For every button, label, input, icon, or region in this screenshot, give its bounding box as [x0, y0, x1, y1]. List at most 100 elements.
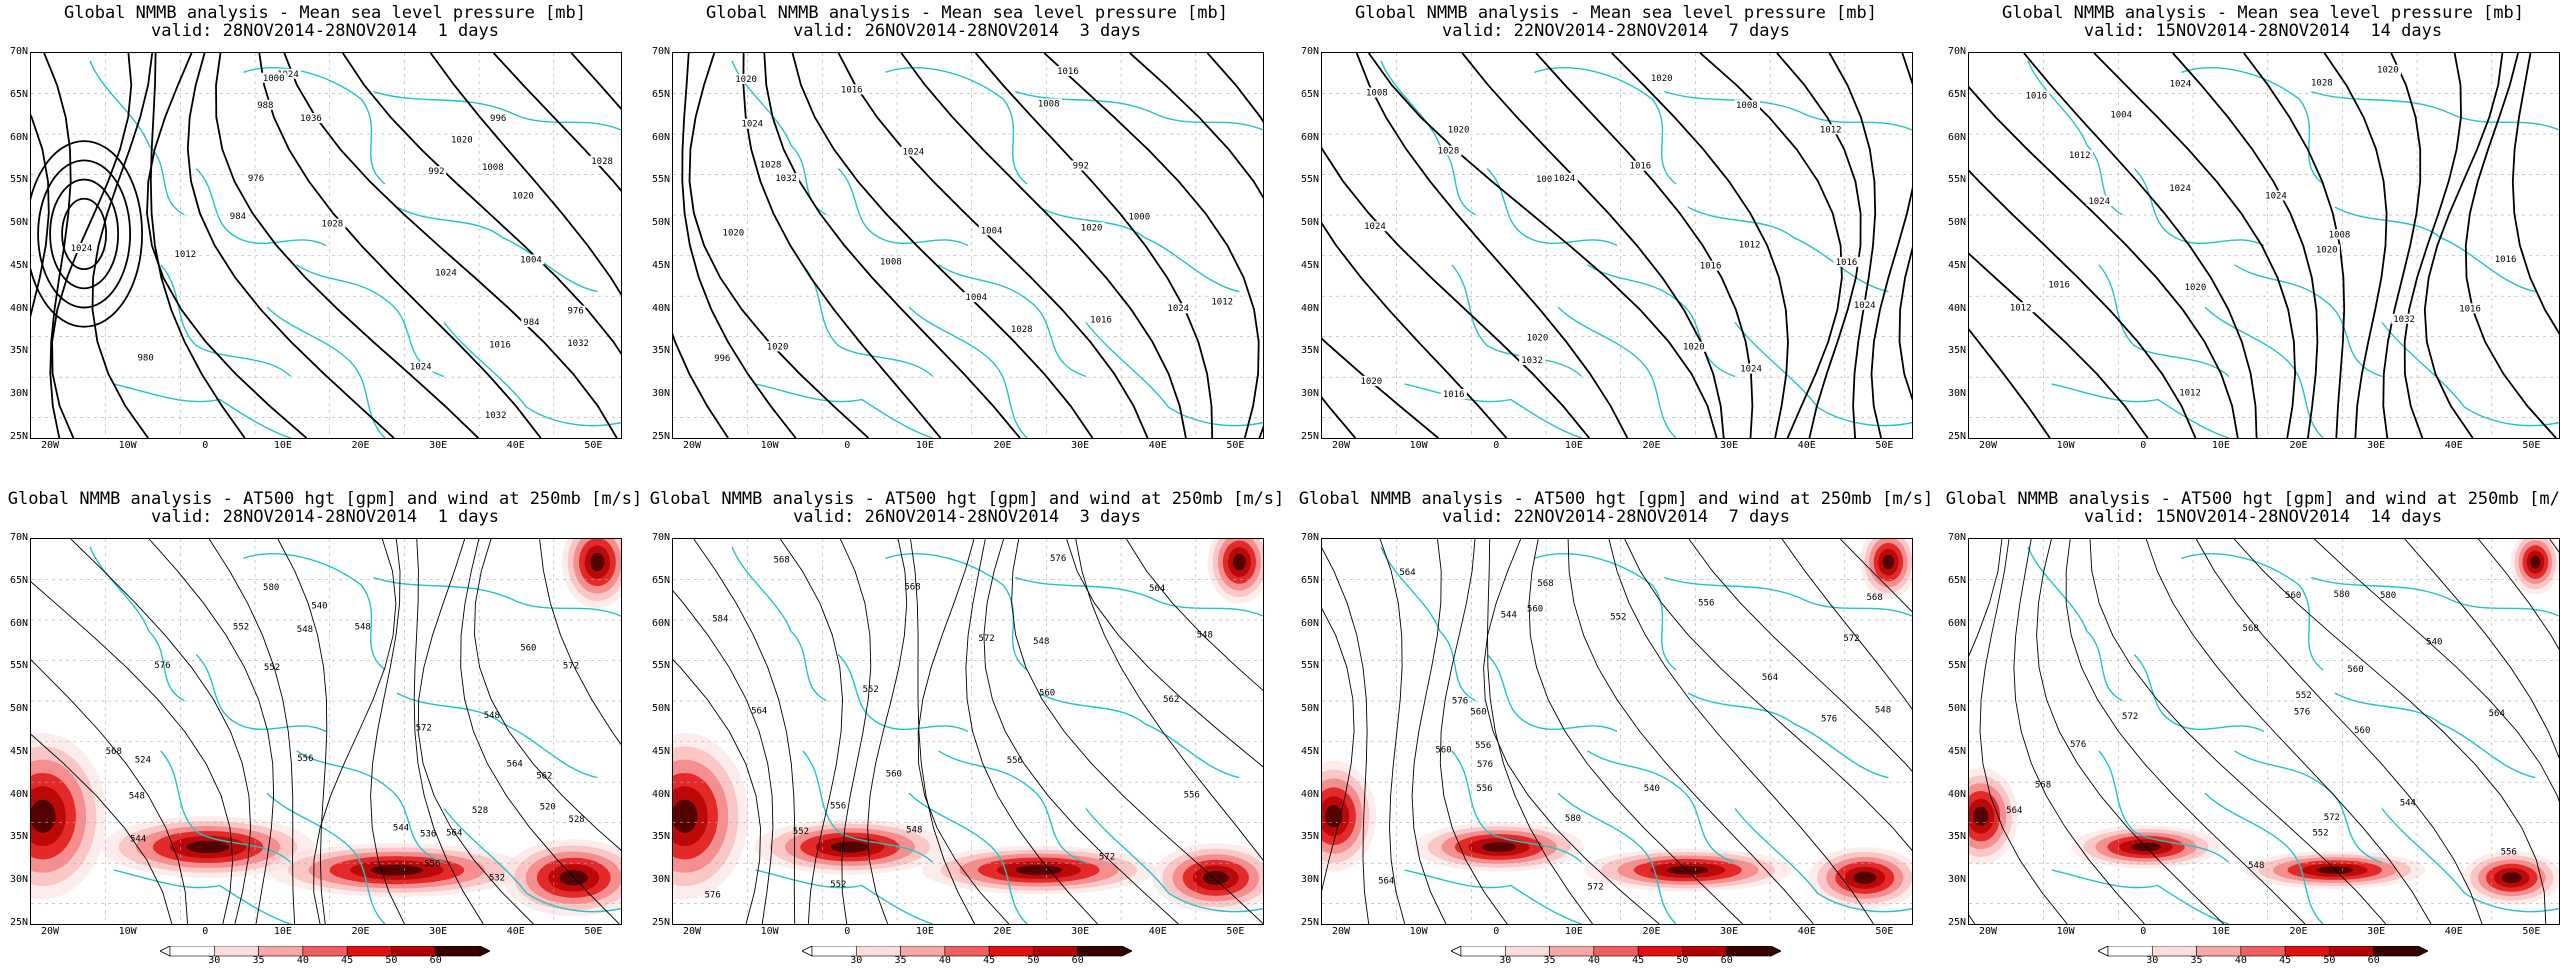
- map-panel-8: Global NMMB analysis - AT500 hgt [gpm] a…: [1938, 486, 2560, 966]
- contour-labels: 560 564 568 572 576 580 540 544 548 552 556 560 564 5…: [2006, 590, 2517, 871]
- contour-label: 1004: [2110, 111, 2132, 121]
- longitude-label: 30E: [2367, 440, 2386, 451]
- contour-label: 1020: [1081, 223, 1103, 233]
- contour-label: 572: [563, 661, 579, 671]
- latitude-label: 30N: [1300, 874, 1319, 886]
- panel-title: Global NMMB analysis - AT500 hgt [gpm] a…: [1945, 489, 2560, 509]
- map-plot-area: 1020 1024 1028 1032 1020 1024 1028 1004 1008 1012…: [672, 52, 1264, 439]
- contour-label: 1012: [1211, 297, 1233, 307]
- contour-label: 572: [1843, 634, 1859, 644]
- latitude-label: 30N: [1300, 388, 1319, 400]
- longitude-label: 10W: [118, 926, 137, 937]
- longitude-label: 50E: [1226, 926, 1245, 937]
- longitude-label: 40E: [506, 440, 525, 451]
- contour-label: 1028: [1011, 325, 1033, 335]
- map-plot-area: 1024 1024 1028 1032 1036 1032 1028 984 980 976 976…: [30, 52, 622, 439]
- panel-subtitle: valid: 15NOV2014-28NOV2014 14 days: [2083, 507, 2443, 527]
- contour-label: 562: [536, 772, 552, 782]
- latitude-label: 65N: [1300, 574, 1319, 586]
- longitude-label: 10E: [2211, 926, 2230, 937]
- longitude-label: 40E: [506, 926, 525, 937]
- contour-label: 980: [137, 354, 153, 364]
- contour-label: 532: [489, 874, 505, 884]
- coastlines: [89, 60, 621, 438]
- latitude-label: 40N: [9, 788, 28, 800]
- longitude-label: 20W: [1331, 440, 1351, 451]
- contour-label: 1016: [1836, 258, 1858, 268]
- latitude-label: 35N: [1947, 345, 1966, 357]
- contour-label: 572: [416, 724, 432, 734]
- contour-label: 540: [1644, 784, 1660, 794]
- longitude-label: 40E: [2444, 440, 2463, 451]
- latitude-label: 40N: [651, 788, 670, 800]
- contour-label: 1016: [841, 85, 863, 95]
- longitude-label: 20W: [682, 926, 702, 937]
- contour-label: 1016: [489, 341, 511, 351]
- latitude-label: 70N: [9, 46, 28, 57]
- contour-label: 1004: [1536, 175, 1558, 185]
- latitude-label: 25N: [1300, 917, 1319, 928]
- latitude-label: 50N: [651, 217, 670, 229]
- panel-title: Global NMMB analysis - Mean sea level pr…: [706, 3, 1228, 23]
- wind-speed-band: [2501, 872, 2522, 884]
- contour-label: 548: [2248, 861, 2264, 871]
- contour-label: 1032: [2393, 315, 2415, 325]
- contour-label: 576: [2070, 740, 2086, 750]
- contour-label: 1032: [775, 174, 797, 184]
- latitude-label: 25N: [1947, 917, 1966, 928]
- contour-label: 544: [2400, 798, 2416, 808]
- panel-subtitle: valid: 28NOV2014-28NOV2014 1 days: [151, 21, 499, 41]
- longitude-label: 0: [2140, 926, 2147, 937]
- latitude-label: 55N: [1300, 660, 1319, 672]
- contour-label: 576: [1821, 714, 1837, 724]
- wind-speed-band: [1882, 554, 1895, 570]
- latitude-label: 70N: [651, 46, 670, 57]
- contour-label: 1020: [1683, 343, 1705, 353]
- contour-label: 544: [1501, 610, 1517, 620]
- contour-label: 1004: [981, 226, 1003, 236]
- contour-label: 548: [129, 791, 145, 801]
- latitude-label: 55N: [9, 660, 28, 672]
- latitude-label: 65N: [651, 574, 670, 586]
- latitude-label: 35N: [9, 831, 28, 843]
- contour-label: 584: [712, 615, 728, 625]
- latitude-label: 50N: [1300, 217, 1319, 229]
- longitude-label: 40E: [1148, 926, 1167, 937]
- coastlines: [1380, 546, 1912, 924]
- contour-label: 1012: [2069, 151, 2091, 161]
- map-panel-7: Global NMMB analysis - AT500 hgt [gpm] a…: [1291, 486, 1941, 967]
- longitude-label: 20W: [1331, 926, 1351, 937]
- contour-label: 996: [490, 114, 506, 124]
- contour-label: 1024: [435, 269, 457, 279]
- latitude-label: 45N: [651, 259, 670, 271]
- contour-label: 560: [520, 644, 536, 654]
- latitude-label: 45N: [651, 745, 670, 757]
- contour-label: 580: [2334, 590, 2350, 600]
- longitude-label: 0: [844, 440, 851, 451]
- contour-label: 1016: [1057, 67, 1079, 77]
- panel-title: Global NMMB analysis - Mean sea level pr…: [64, 3, 586, 23]
- contour-label: 528: [568, 815, 584, 825]
- contour-label: 572: [1587, 882, 1603, 892]
- contour-label: 568: [106, 747, 122, 757]
- contour-label: 1024: [1554, 174, 1576, 184]
- latitude-label: 25N: [9, 431, 28, 442]
- contour-label: 576: [2294, 707, 2310, 717]
- contour-label: 556: [1698, 598, 1714, 608]
- contour-label: 1024: [2088, 197, 2110, 207]
- contour-label: 1028: [2311, 78, 2333, 88]
- contour-label: 576: [154, 661, 170, 671]
- contour-label: 540: [311, 601, 327, 611]
- latitude-label: 65N: [1300, 88, 1319, 100]
- latitude-label: 60N: [1947, 131, 1966, 143]
- contour-label: 1016: [2459, 304, 2481, 314]
- wind-colorbar: 30 35 40 45 50 60: [2097, 943, 2429, 971]
- contour-label: 1020: [451, 135, 473, 145]
- wind-speed-band: [673, 799, 698, 833]
- contour-label: 568: [2243, 624, 2259, 634]
- contour-label: 552: [233, 622, 249, 632]
- contour-label: 1016: [1443, 390, 1465, 400]
- panel-title: Global NMMB analysis - AT500 hgt [gpm] a…: [649, 489, 1285, 509]
- contour-label: 520: [540, 802, 556, 812]
- wind-speed-band: [1015, 865, 1063, 875]
